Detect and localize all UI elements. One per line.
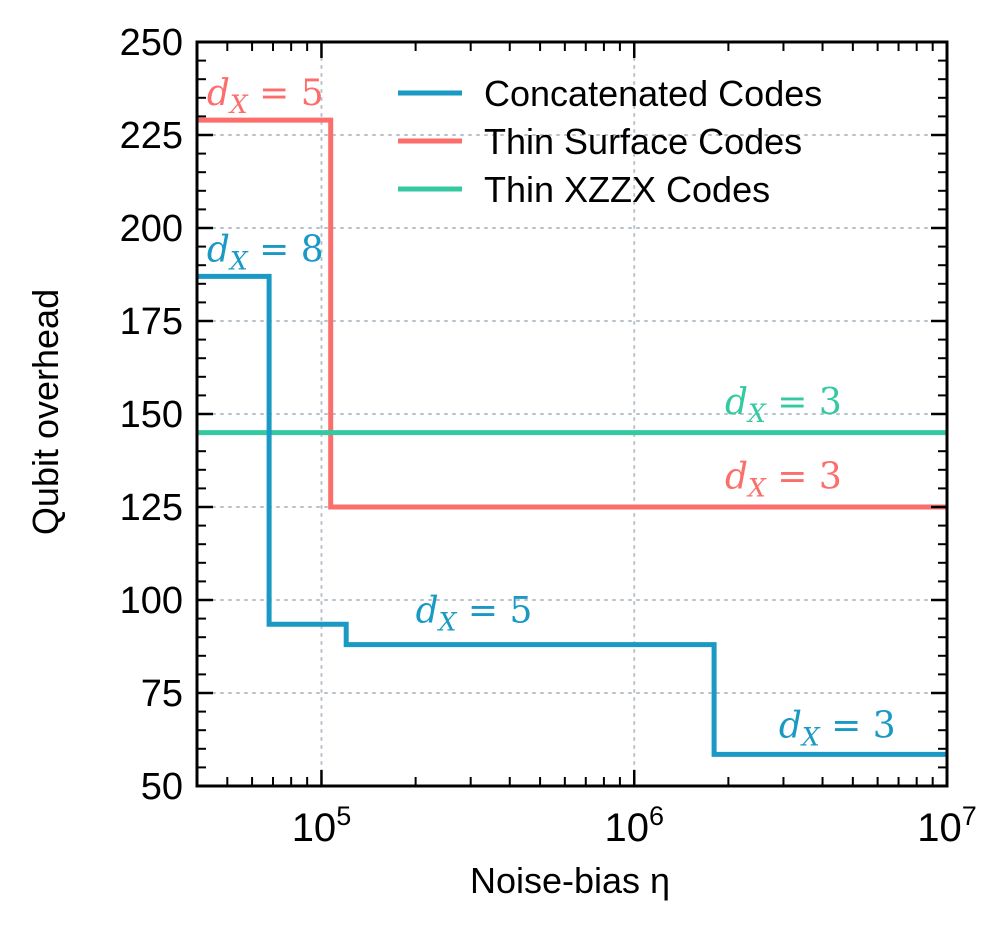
y-tick-label: 75 bbox=[141, 673, 183, 715]
y-tick-label: 225 bbox=[120, 115, 183, 157]
legend-label: Concatenated Codes bbox=[484, 73, 822, 114]
annotation-label: dX = 3 bbox=[725, 456, 842, 502]
annotation-label: dX = 8 bbox=[207, 229, 324, 275]
y-tick-label: 250 bbox=[120, 22, 183, 64]
legend-label: Thin XZZX Codes bbox=[484, 169, 770, 210]
y-tick-label: 125 bbox=[120, 487, 183, 529]
y-tick-label: 200 bbox=[120, 208, 183, 250]
annotations: dX = 5 dX = 8 dX = 3 dX = 3 dX = 5 dX = 3 bbox=[207, 73, 896, 751]
y-tick-label: 150 bbox=[120, 394, 183, 436]
x-tick-label: 107 bbox=[917, 801, 977, 850]
annotation-label: dX = 5 bbox=[207, 73, 324, 119]
annotation-label: dX = 3 bbox=[725, 382, 842, 428]
series-line-concatenated-codes bbox=[197, 273, 947, 757]
annotation-label: dX = 5 bbox=[416, 590, 533, 636]
series-layer bbox=[197, 117, 947, 757]
x-axis-label: Noise-bias η bbox=[470, 860, 670, 901]
legend-label: Thin Surface Codes bbox=[484, 121, 802, 162]
x-tick-label: 106 bbox=[604, 801, 664, 850]
annotation-label: dX = 3 bbox=[779, 706, 896, 752]
legend: Concatenated Codes Thin Surface Codes Thin… bbox=[398, 73, 822, 210]
y-axis-label: Qubit overhead bbox=[25, 289, 66, 535]
y-tick-label: 100 bbox=[120, 580, 183, 622]
y-tick-label: 50 bbox=[141, 766, 183, 808]
major-ticks: 50 75 100 125 150 175 200 225 250 105 106 107 bbox=[120, 22, 977, 850]
series-line-thin-surface-codes bbox=[197, 117, 947, 510]
x-tick-label: 105 bbox=[292, 801, 352, 850]
y-tick-label: 175 bbox=[120, 301, 183, 343]
